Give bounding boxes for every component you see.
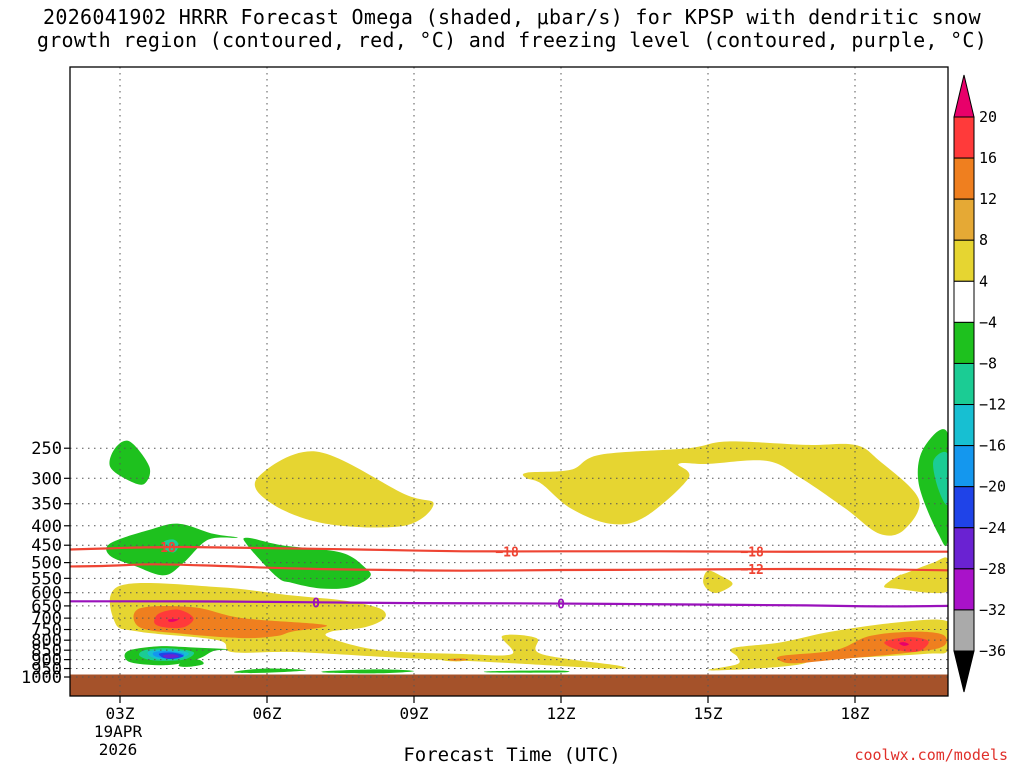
omega-region-yellow-8 — [703, 570, 733, 593]
y-tick-label-300: 300 — [31, 469, 62, 489]
colorbar-label-8: −16 — [979, 437, 1006, 455]
y-tick-label-250: 250 — [31, 439, 62, 459]
omega-fills — [106, 429, 948, 674]
gridlines — [70, 67, 948, 696]
contour-line-0 — [70, 600, 948, 608]
x-tick-label-12Z: 12Z — [547, 704, 576, 723]
x-tick-date: 19APR — [94, 722, 143, 741]
colorbar-box-0 — [953, 116, 975, 159]
colorbar-label-11: −28 — [979, 560, 1006, 578]
colorbar-label-3: 8 — [979, 231, 988, 249]
omega-region-magenta-19 — [899, 642, 909, 646]
contour-label--12-0: −12 — [740, 563, 763, 578]
y-tick-label-800: 800 — [31, 631, 62, 651]
colorbar-label-0: 20 — [979, 108, 997, 126]
x-tick-label-06Z: 06Z — [253, 704, 282, 723]
colorbar-label-7: −12 — [979, 396, 1006, 414]
omega-region-magenta-13 — [168, 619, 179, 622]
y-tick-label-1000: 1000 — [21, 668, 62, 688]
y-tick-label-850: 850 — [31, 641, 62, 661]
colorbar-label-10: −24 — [979, 519, 1006, 537]
omega-region-yellow-5 — [522, 441, 920, 536]
contour-label-0-1: 0 — [557, 598, 565, 613]
y-tick-label-450: 450 — [31, 536, 62, 556]
colorbar-box-11 — [953, 568, 975, 611]
x-tick-label-15Z: 15Z — [694, 704, 723, 723]
colorbar-box-4 — [953, 280, 975, 323]
colorbar-box-3 — [953, 239, 975, 282]
contour-label--18-0: −18 — [152, 541, 176, 556]
contour-lines: −18 −18 −18 −12 0 0 — [70, 541, 948, 613]
colorbar-box-2 — [953, 198, 975, 241]
contour-line--12 — [70, 563, 948, 572]
colorbar-label-5: −4 — [979, 313, 997, 331]
colorbar: 20 16 12 8 4 −4 −8 −12 −16 −20 −24 −28 −32 −36 — [953, 74, 1006, 693]
omega-region-yellow-16 — [707, 619, 948, 671]
contour-label--18-1: −18 — [495, 545, 519, 560]
omega-region-violet-25 — [163, 654, 179, 659]
y-tick-label-900: 900 — [31, 651, 62, 671]
omega-region-yellow-10 — [109, 583, 627, 669]
omega-region-green-26 — [178, 659, 204, 667]
credit-link[interactable]: coolwx.com/models — [854, 746, 1008, 764]
colorbar-label-9: −20 — [979, 478, 1006, 496]
omega-region-yellow-9 — [884, 557, 948, 594]
y-tick-label-700: 700 — [31, 609, 62, 629]
omega-region-green-29 — [483, 670, 570, 673]
colorbar-box-10 — [953, 527, 975, 570]
omega-region-orange-15 — [447, 658, 469, 661]
y-tick-label-400: 400 — [31, 517, 62, 537]
y-tick-label-750: 750 — [31, 621, 62, 641]
contour-line--18 — [70, 545, 948, 553]
colorbar-label-1: 16 — [979, 149, 997, 167]
y-axis: 250 300 3504004505005506006507007508008509… — [21, 439, 70, 688]
colorbar-top-triangle — [953, 74, 975, 118]
y-tick-label-500: 500 — [31, 554, 62, 574]
x-tick-label-18Z: 18Z — [841, 704, 870, 723]
y-tick-label-950: 950 — [31, 660, 62, 680]
y-tick-label-550: 550 — [31, 569, 62, 589]
contour-label-0-0: 0 — [312, 596, 320, 611]
colorbar-label-13: −36 — [979, 642, 1006, 660]
colorbar-box-7 — [953, 404, 975, 447]
colorbar-box-6 — [953, 362, 975, 406]
plot-frame — [69, 66, 949, 697]
colorbar-bottom-triangle — [953, 650, 975, 693]
ground-layer — [70, 674, 948, 696]
y-tick-label-650: 650 — [31, 597, 62, 617]
x-tick-label-03Z: 03Z — [106, 704, 135, 723]
colorbar-label-12: −32 — [979, 601, 1006, 619]
y-tick-label-350: 350 — [31, 495, 62, 515]
omega-region-green-0 — [109, 440, 151, 485]
chart-title: 2026041902 HRRR Forecast Omega (shaded, … — [0, 6, 1024, 52]
x-tick-label-09Z: 09Z — [400, 704, 429, 723]
colorbar-box-9 — [953, 486, 975, 529]
x-tick-year: 2026 — [99, 740, 138, 759]
x-axis-label: Forecast Time (UTC) — [403, 744, 621, 766]
colorbar-label-6: −8 — [979, 354, 997, 372]
contour-label--18-2: −18 — [740, 546, 764, 561]
colorbar-box-5 — [953, 321, 975, 364]
colorbar-label-2: 12 — [979, 190, 997, 208]
colorbar-label-4: 4 — [979, 272, 988, 290]
colorbar-box-8 — [953, 445, 975, 488]
ground-fill — [70, 674, 948, 696]
omega-region-green-27 — [233, 668, 307, 674]
omega-region-yellow-4 — [254, 451, 434, 528]
colorbar-box-12 — [953, 609, 975, 652]
chart-title-line2: growth region (contoured, red, °C) and f… — [36, 28, 988, 52]
y-tick-label-600: 600 — [31, 584, 62, 604]
chart-title-line1: 2026041902 HRRR Forecast Omega (shaded, … — [43, 5, 981, 29]
omega-region-green-28 — [321, 669, 414, 674]
omega-region-red-12 — [154, 609, 194, 629]
colorbar-box-1 — [953, 157, 975, 200]
omega-region-green-3 — [243, 537, 371, 589]
